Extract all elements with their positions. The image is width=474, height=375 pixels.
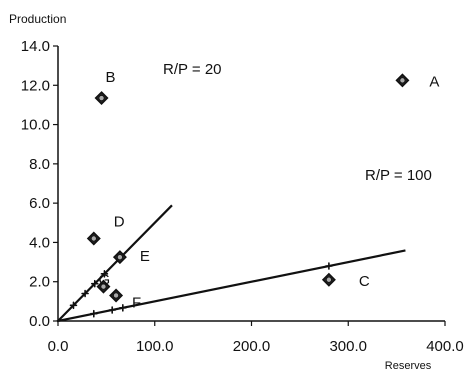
point-label-e: E — [140, 248, 150, 265]
point-center — [116, 254, 123, 261]
point-center — [325, 276, 332, 283]
reference-label-rp100: R/P = 100 — [365, 167, 432, 184]
reference-line-rp20 — [56, 204, 173, 323]
point-center — [100, 283, 107, 290]
point-label-g: G — [98, 272, 110, 289]
y-tick-label: 0.0 — [29, 313, 50, 330]
point-center — [98, 95, 105, 102]
y-tick-label: 10.0 — [21, 117, 50, 134]
point-label-b: B — [106, 69, 116, 86]
reference-line-mark — [325, 262, 333, 270]
x-tick-label: 400.0 — [426, 338, 464, 355]
y-tick-label: 14.0 — [21, 38, 50, 55]
reference-line-mark — [90, 279, 99, 288]
x-axis-label: Reserves — [385, 360, 432, 372]
axis-group: 0.0 2.0 4.0 6.0 8.0 10.0 12.0 14.0 0.0 100.0 200.0… — [21, 38, 464, 355]
reference-line-rp100 — [56, 249, 406, 323]
x-tick-label: 200.0 — [233, 338, 271, 355]
y-tick-label: 6.0 — [29, 195, 50, 212]
reference-line-mark — [119, 304, 127, 312]
reference-line-mark — [108, 306, 116, 314]
y-tick-label: 4.0 — [29, 234, 50, 251]
point-label-d: D — [114, 214, 125, 231]
x-tick-label: 100.0 — [136, 338, 174, 355]
point-center — [113, 292, 120, 299]
point-group — [86, 73, 410, 303]
y-axis-label: Production — [9, 12, 66, 26]
reference-label-rp20: R/P = 20 — [163, 61, 222, 78]
x-tick-label: 300.0 — [329, 338, 367, 355]
point-center — [399, 77, 406, 84]
label-group: R/P = 20 R/P = 100 A B C DE F G — [98, 61, 439, 311]
reference-line-mark — [69, 301, 78, 310]
point-center — [90, 235, 97, 242]
y-tick-label: 2.0 — [29, 274, 50, 291]
x-tick-label: 0.0 — [48, 338, 69, 355]
point-label-f: F — [132, 294, 141, 311]
point-label-a: A — [429, 73, 439, 90]
reference-line-mark — [81, 289, 89, 298]
point-label-c: C — [359, 273, 370, 290]
y-tick-label: 12.0 — [21, 77, 50, 94]
reference-line-group — [56, 204, 406, 323]
reference-line-mark — [100, 270, 109, 278]
reference-line-mark — [89, 309, 98, 318]
y-tick-label: 8.0 — [29, 156, 50, 173]
